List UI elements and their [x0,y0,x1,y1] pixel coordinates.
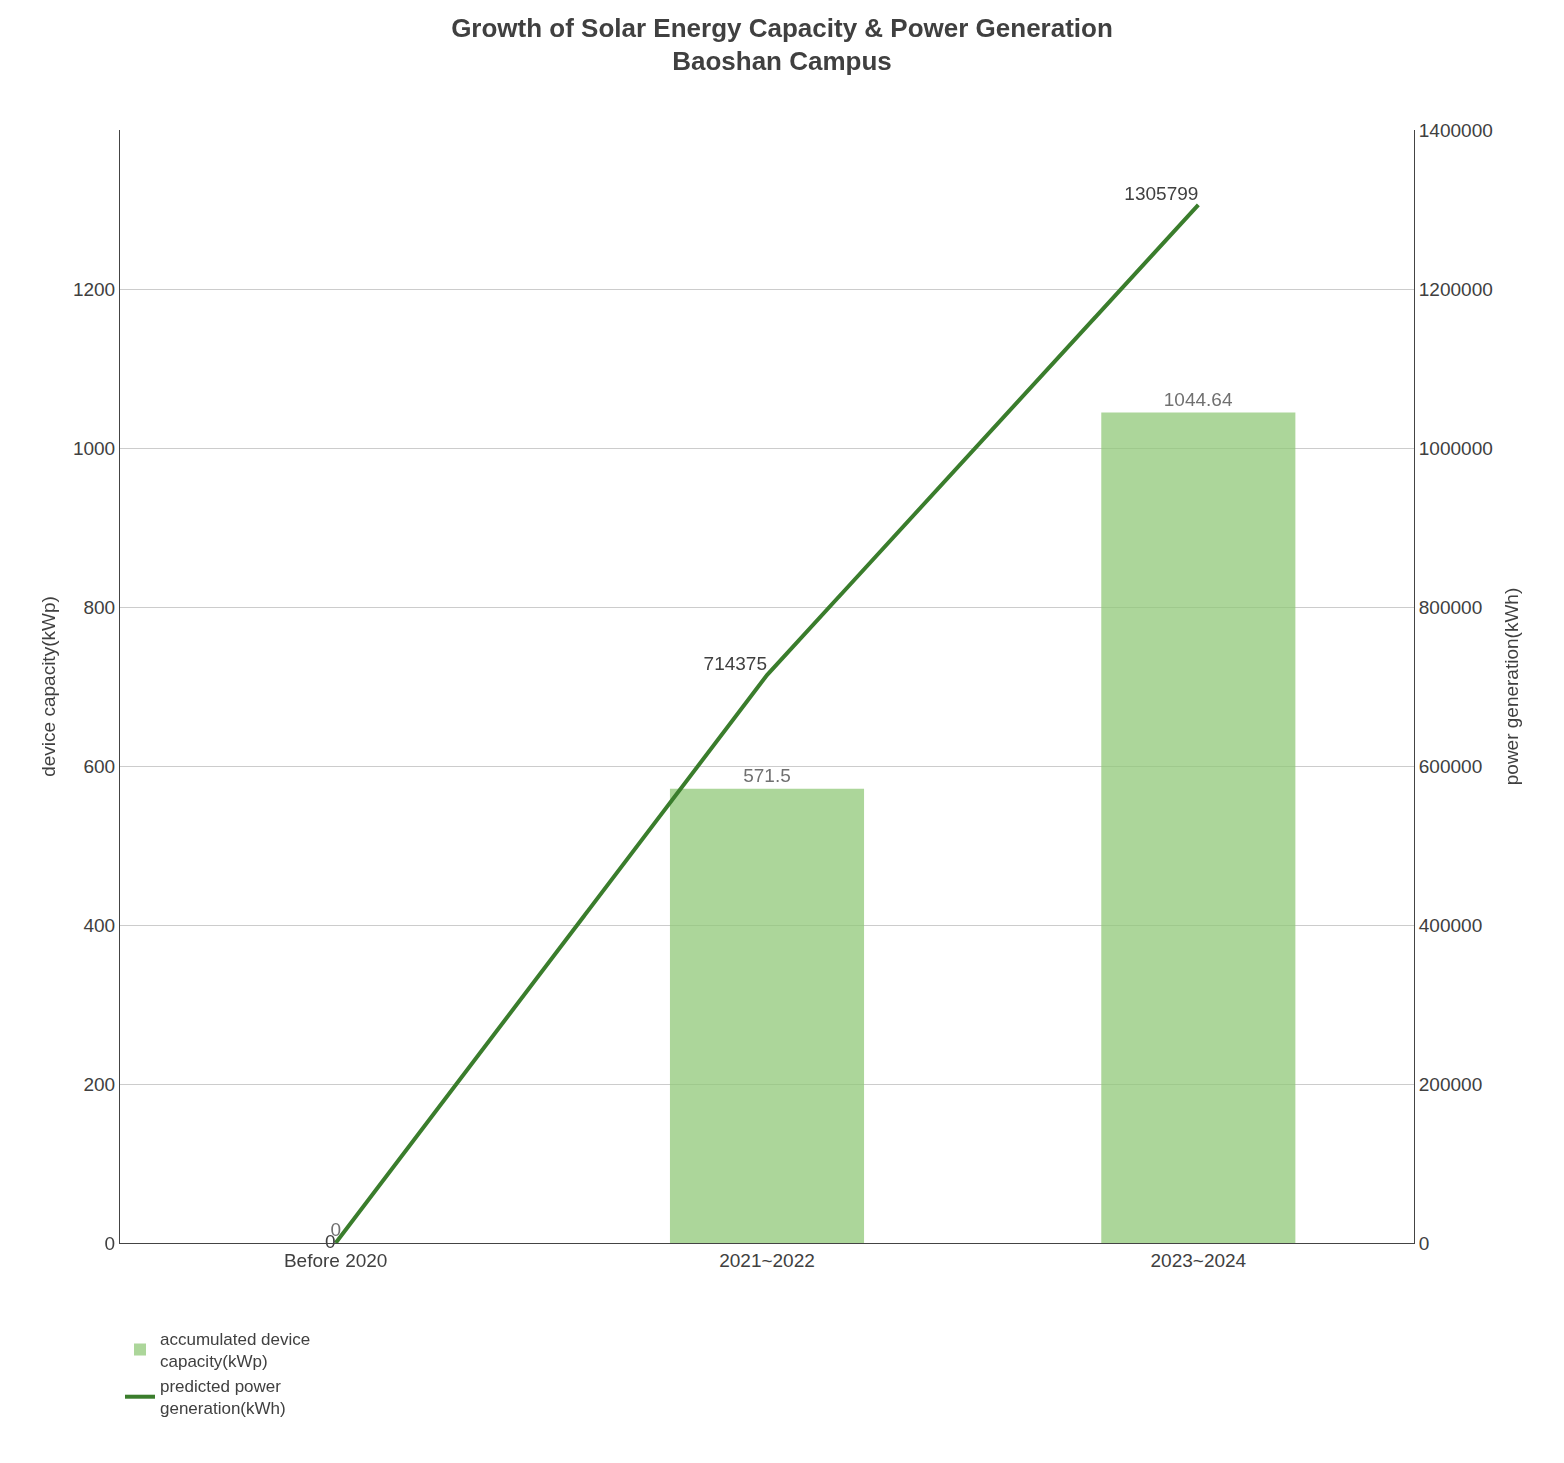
svg-text:device capacity(kWp): device capacity(kWp) [38,596,59,777]
svg-text:power generation(kWh): power generation(kWh) [1501,588,1522,785]
svg-text:1305799: 1305799 [1124,183,1198,204]
svg-text:600: 600 [83,756,115,777]
svg-text:predicted powergeneration(kWh): predicted powergeneration(kWh) [160,1377,286,1418]
svg-text:200: 200 [83,1074,115,1095]
svg-text:1400000: 1400000 [1419,120,1493,141]
svg-text:0: 0 [330,1219,341,1240]
svg-text:0: 0 [325,1231,336,1252]
svg-text:accumulated devicecapacity(kWp: accumulated devicecapacity(kWp) [160,1330,310,1371]
svg-text:Before 2020: Before 2020 [284,1250,388,1271]
svg-text:2023~2024: 2023~2024 [1151,1250,1247,1271]
svg-text:800: 800 [83,597,115,618]
svg-text:1200000: 1200000 [1419,279,1493,300]
svg-text:1000: 1000 [73,438,115,459]
svg-text:0: 0 [1419,1233,1430,1254]
svg-text:0: 0 [105,1233,116,1254]
svg-text:600000: 600000 [1419,756,1482,777]
svg-text:200000: 200000 [1419,1074,1482,1095]
svg-text:714375: 714375 [704,653,767,674]
svg-text:400000: 400000 [1419,915,1482,936]
svg-text:800000: 800000 [1419,597,1482,618]
svg-text:571.5: 571.5 [743,765,791,786]
svg-text:1200: 1200 [73,279,115,300]
svg-text:400: 400 [83,915,115,936]
svg-text:2021~2022: 2021~2022 [719,1250,815,1271]
svg-text:1044.64: 1044.64 [1164,389,1233,410]
svg-text:Growth of Solar Energy Capacit: Growth of Solar Energy Capacity & Power … [451,13,1113,77]
svg-text:1000000: 1000000 [1419,438,1493,459]
